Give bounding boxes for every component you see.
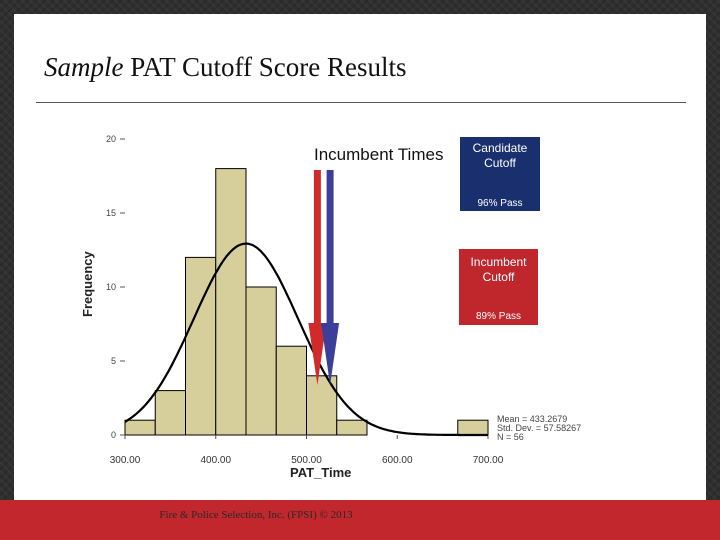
incumbent-callout-line1: Incumbent — [470, 255, 527, 269]
cutoff-arrow — [321, 170, 340, 385]
y-tick-label: 0 — [111, 430, 116, 440]
incumbent-pass-rate: 89% Pass — [475, 311, 522, 322]
y-tick-label: 20 — [106, 134, 116, 144]
histogram-bar — [154, 390, 186, 436]
chart-annotation-title: Incumbent Times — [314, 145, 443, 164]
stats-n: N = 56 — [497, 432, 524, 442]
title-divider — [36, 102, 686, 103]
histogram-chart: 0 5 10 15 20 300.00 400.00 500.00 600.00 700.00 I… — [66, 117, 642, 493]
x-tick-label: 500.00 — [291, 455, 322, 466]
x-tick-label: 600.00 — [382, 455, 413, 466]
y-tick-label: 5 — [111, 356, 116, 366]
slide-title: Sample PAT Cutoff Score Results — [44, 52, 407, 83]
y-tick-label: 10 — [106, 282, 116, 292]
histogram-bar — [215, 168, 247, 436]
incumbent-callout-line2: Cutoff — [482, 270, 515, 284]
candidate-callout-line2: Cutoff — [484, 156, 516, 170]
x-tick-label: 700.00 — [473, 455, 504, 466]
candidate-pass-rate: 96% Pass — [477, 198, 523, 209]
y-axis-label: Frequency — [80, 250, 95, 317]
footer-band — [0, 500, 720, 540]
histogram-bar — [185, 256, 217, 436]
histogram-bar — [275, 345, 307, 436]
stats-mean: Mean = 433.2679 — [497, 414, 567, 424]
normal-curve — [124, 242, 488, 437]
histogram-bar — [457, 419, 489, 436]
histogram-bar — [245, 286, 277, 436]
histogram-bar — [336, 419, 368, 436]
incumbent-cutoff-callout: Incumbent Cutoff 89% Pass — [459, 249, 538, 325]
cutoff-arrow — [308, 170, 327, 385]
x-tick-label: 400.00 — [200, 455, 231, 466]
title-rest: PAT Cutoff Score Results — [130, 52, 407, 82]
footer-copyright: Fire & Police Selection, Inc. (FPSI) © 2… — [159, 509, 353, 521]
candidate-cutoff-callout: Candidate Cutoff 96% Pass — [460, 137, 540, 211]
stats-std-dev: Std. Dev. = 57.58267 — [497, 423, 581, 433]
histogram-bar — [124, 419, 156, 436]
x-tick-label: 300.00 — [110, 455, 141, 466]
chart-frame: 0 5 10 15 20 300.00 400.00 500.00 600.00 700.00 I… — [66, 117, 642, 493]
y-tick-label: 15 — [106, 208, 116, 218]
title-italic: Sample — [44, 52, 124, 82]
x-axis-label: PAT_Time — [290, 465, 351, 480]
chart-background — [66, 117, 642, 493]
candidate-callout-line1: Candidate — [472, 141, 528, 155]
